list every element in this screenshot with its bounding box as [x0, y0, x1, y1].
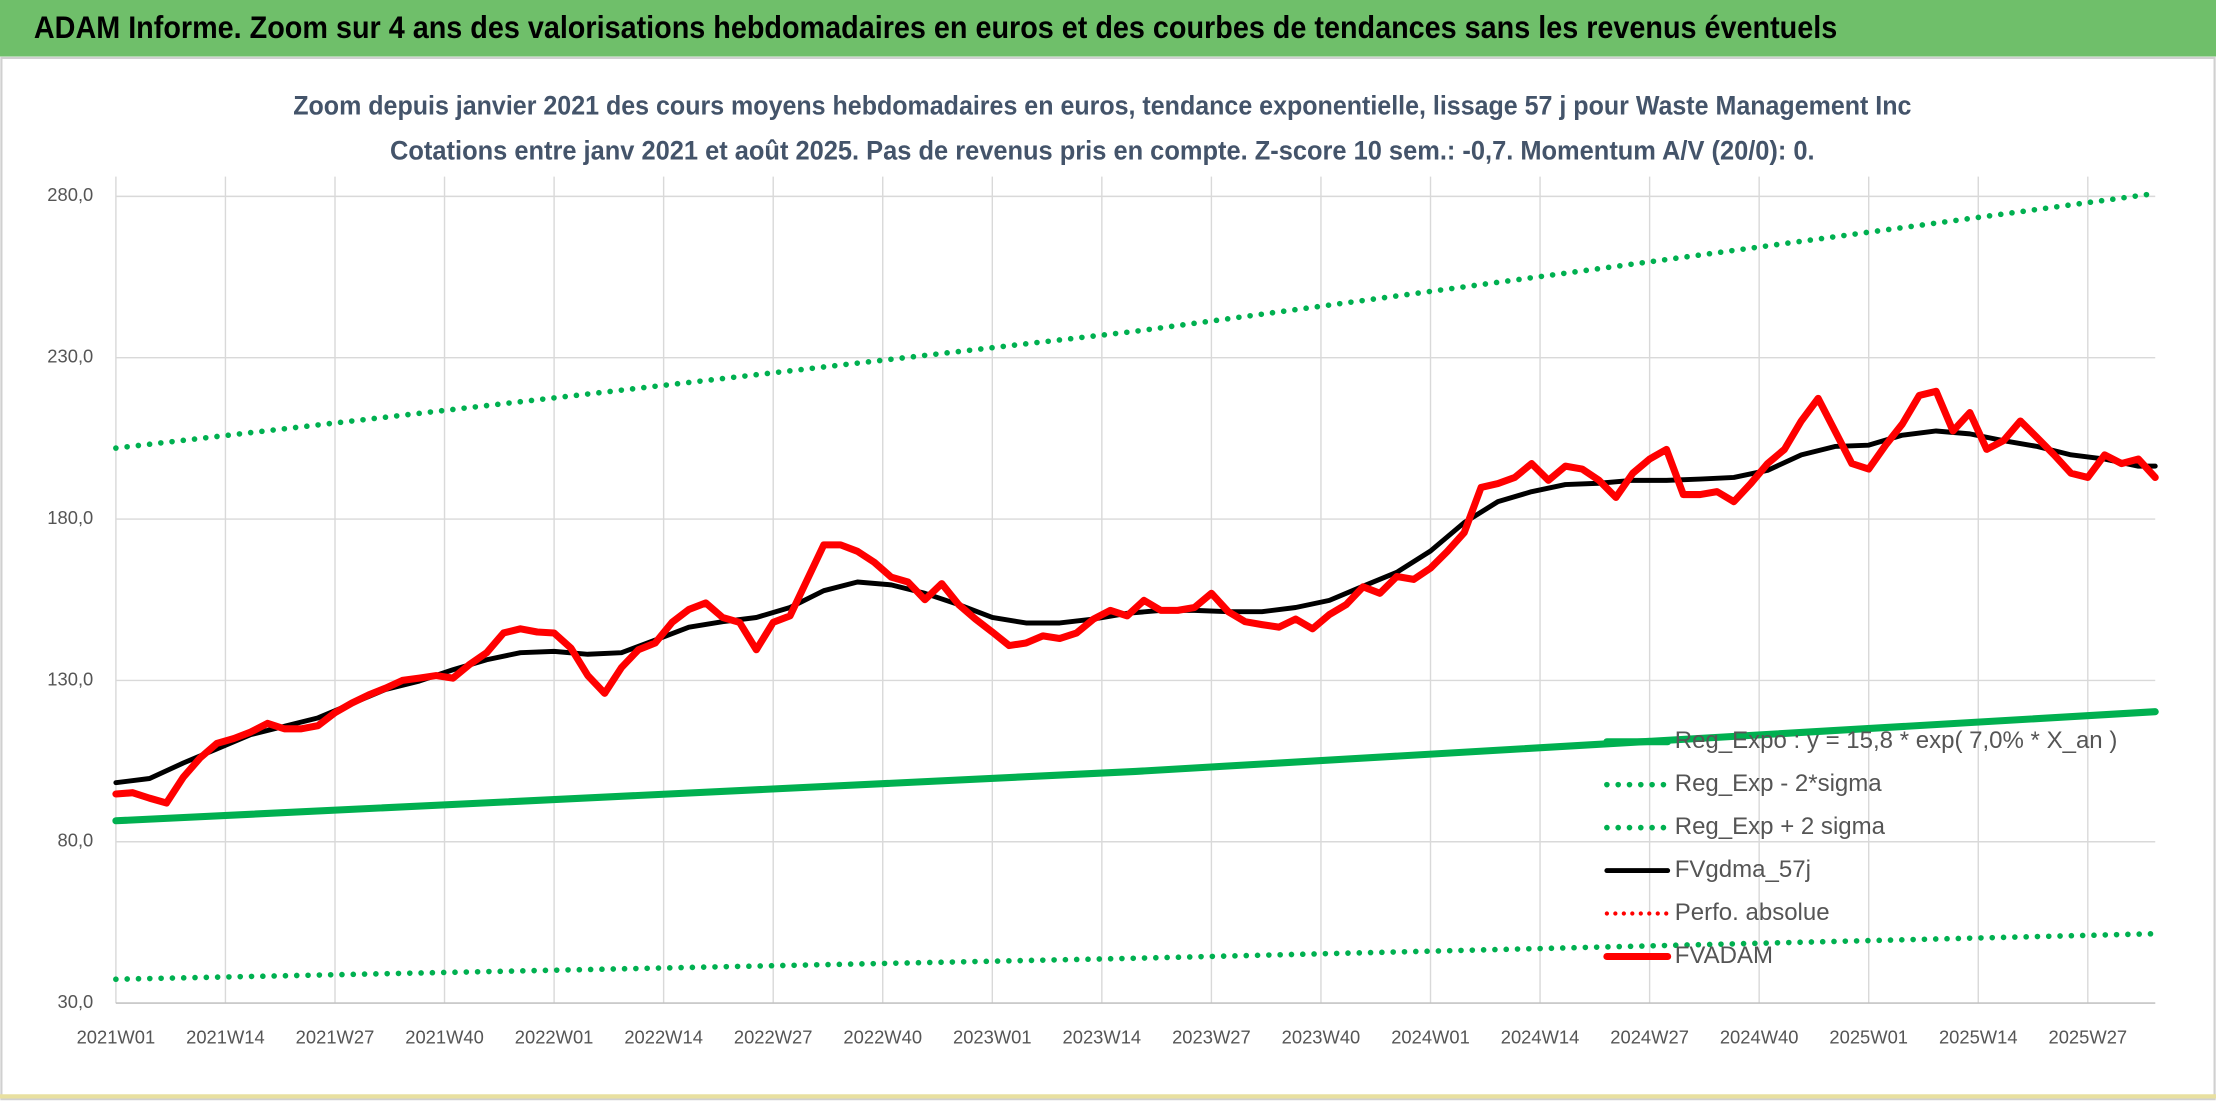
chart-subtitle: Cotations entre janv 2021 et août 2025. …: [390, 136, 1815, 166]
x-tick-label: 2022W14: [624, 1026, 703, 1047]
plot-area: [112, 190, 2159, 983]
header-title: ADAM Informe. Zoom sur 4 ans des valoris…: [34, 10, 1837, 45]
y-tick-label: 180,0: [47, 507, 93, 528]
x-tick-label: 2021W01: [77, 1026, 156, 1047]
x-tick-label: 2023W27: [1172, 1026, 1251, 1047]
y-tick-label: 80,0: [58, 830, 94, 851]
x-tick-label: 2024W14: [1501, 1026, 1580, 1047]
x-tick-label: 2024W40: [1720, 1026, 1799, 1047]
x-tick-label: 2024W01: [1391, 1026, 1470, 1047]
legend-label: Reg_Exp + 2 sigma: [1675, 813, 1886, 840]
y-tick-label: 230,0: [47, 346, 93, 367]
x-tick-label: 2025W14: [1939, 1026, 2018, 1047]
x-tick-label: 2023W01: [953, 1026, 1032, 1047]
y-tick-label: 280,0: [47, 184, 93, 205]
x-tick-label: 2025W27: [2049, 1026, 2128, 1047]
x-tick-label: 2025W01: [1829, 1026, 1908, 1047]
x-tick-label: 2023W40: [1282, 1026, 1361, 1047]
header-bar: [0, 0, 2216, 57]
y-tick-label: 30,0: [58, 991, 94, 1012]
series-line: [113, 428, 2158, 786]
legend-label: FVgdma_57j: [1675, 856, 1811, 883]
grid: 30,0 80,0 130,0 180,0 230,0 280,0 2021W01 2021W…: [47, 176, 2156, 1047]
legend-label: Reg_Expo : y = 15,8 * exp( 7,0% * X_an ): [1675, 727, 2118, 754]
series-line: [113, 190, 2159, 451]
x-tick-label: 2022W27: [734, 1026, 813, 1047]
legend: Reg_Expo : y = 15,8 * exp( 7,0% * X_an )…: [1603, 727, 2118, 969]
x-tick-label: 2023W14: [1063, 1026, 1142, 1047]
x-tick-label: 2021W14: [186, 1026, 265, 1047]
legend-label: Perfo. absolue: [1675, 899, 1830, 926]
series-line: [113, 930, 2159, 983]
chart-border: [0, 56, 2216, 1101]
x-tick-label: 2024W27: [1610, 1026, 1689, 1047]
x-tick-label: 2022W40: [843, 1026, 922, 1047]
chart-title: Zoom depuis janvier 2021 des cours moyen…: [293, 90, 1911, 120]
x-tick-label: 2022W01: [515, 1026, 594, 1047]
legend-label: Reg_Exp - 2*sigma: [1675, 770, 1883, 797]
series-line: [112, 708, 2159, 825]
y-tick-label: 130,0: [47, 668, 93, 689]
legend-label: FVADAM: [1675, 942, 1773, 969]
x-tick-label: 2021W40: [405, 1026, 484, 1047]
x-tick-label: 2021W27: [296, 1026, 375, 1047]
series-line: [112, 387, 2159, 807]
